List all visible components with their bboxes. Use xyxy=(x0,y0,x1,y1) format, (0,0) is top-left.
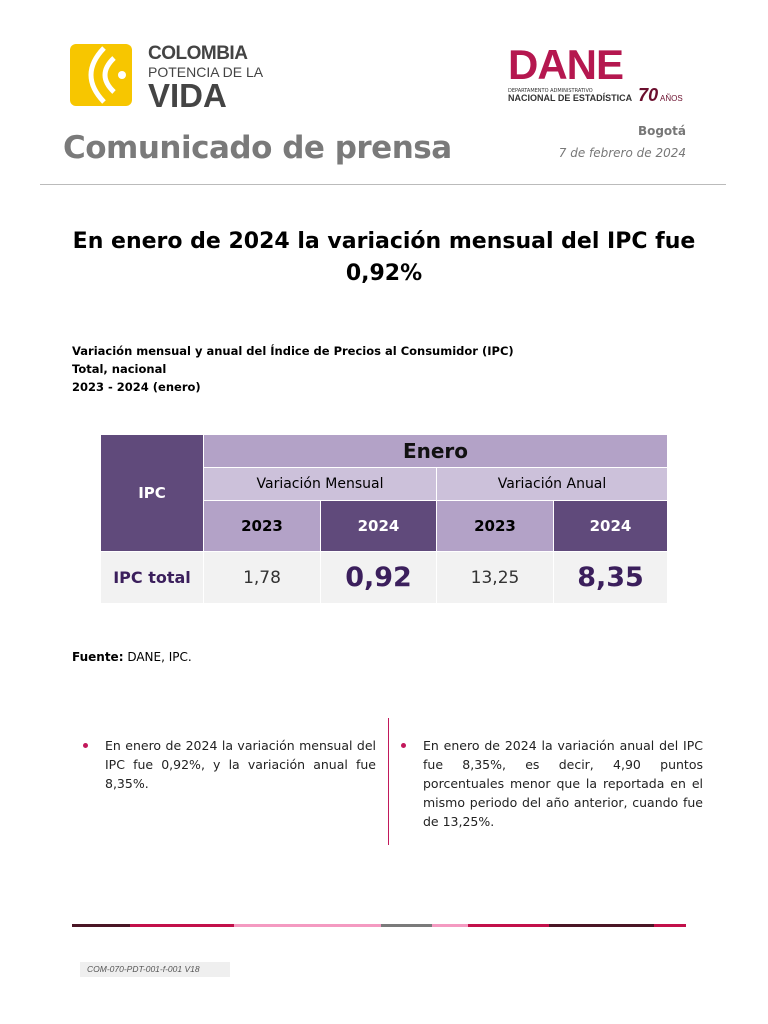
source-note: Fuente: DANE, IPC. xyxy=(72,650,192,664)
divider xyxy=(40,184,726,185)
logo-line-3: VIDA xyxy=(148,77,227,114)
logo-line-2: POTENCIA DE LA xyxy=(148,64,264,80)
year-header: 2024 xyxy=(553,500,668,552)
table-caption: Variación mensual y anual del Índice de … xyxy=(72,342,514,396)
dane-logo: DANE DEPARTAMENTO ADMINISTRATIVO NACIONA… xyxy=(508,41,683,105)
row-header: IPC xyxy=(100,434,204,552)
page-title: Comunicado de prensa xyxy=(63,130,452,166)
source-text: DANE, IPC. xyxy=(123,650,192,664)
value-cell: 8,35 xyxy=(553,551,668,604)
group-header: Variación Anual xyxy=(436,467,668,501)
source-label: Fuente: xyxy=(72,650,124,664)
caption-line: Total, nacional xyxy=(72,362,167,376)
headline: En enero de 2024 la variación mensual de… xyxy=(72,229,696,286)
caption-line: Variación mensual y anual del Índice de … xyxy=(72,344,514,358)
document-code: COM-070-PDT-001-f-001 V18 xyxy=(80,962,230,977)
caption-line: 2023 - 2024 (enero) xyxy=(72,380,201,394)
logo-line-1: COLOMBIA xyxy=(148,43,248,64)
logo-mark-icon xyxy=(70,44,132,106)
year-header: 2023 xyxy=(436,500,554,552)
period-header: Enero xyxy=(203,434,668,468)
bullet-item: En enero de 2024 la variación anual del … xyxy=(401,738,703,829)
ipc-table: IPC Enero Variación Mensual Variación An… xyxy=(100,434,668,604)
bullet-item: En enero de 2024 la variación mensual de… xyxy=(83,738,376,791)
year-header: 2024 xyxy=(320,500,437,552)
value-cell: 13,25 xyxy=(436,551,554,604)
colombia-potencia-de-la-vida-logo: COLOMBIA POTENCIA DE LA VIDA xyxy=(70,44,263,112)
date: 7 de febrero de 2024 xyxy=(558,146,686,160)
footer-color-bar xyxy=(72,924,686,927)
value-cell: 0,92 xyxy=(320,551,437,604)
group-header: Variación Mensual xyxy=(203,467,437,501)
row-label: IPC total xyxy=(100,551,204,604)
city: Bogotá xyxy=(637,124,686,138)
year-header: 2023 xyxy=(203,500,321,552)
column-divider xyxy=(388,718,389,845)
value-cell: 1,78 xyxy=(203,551,321,604)
